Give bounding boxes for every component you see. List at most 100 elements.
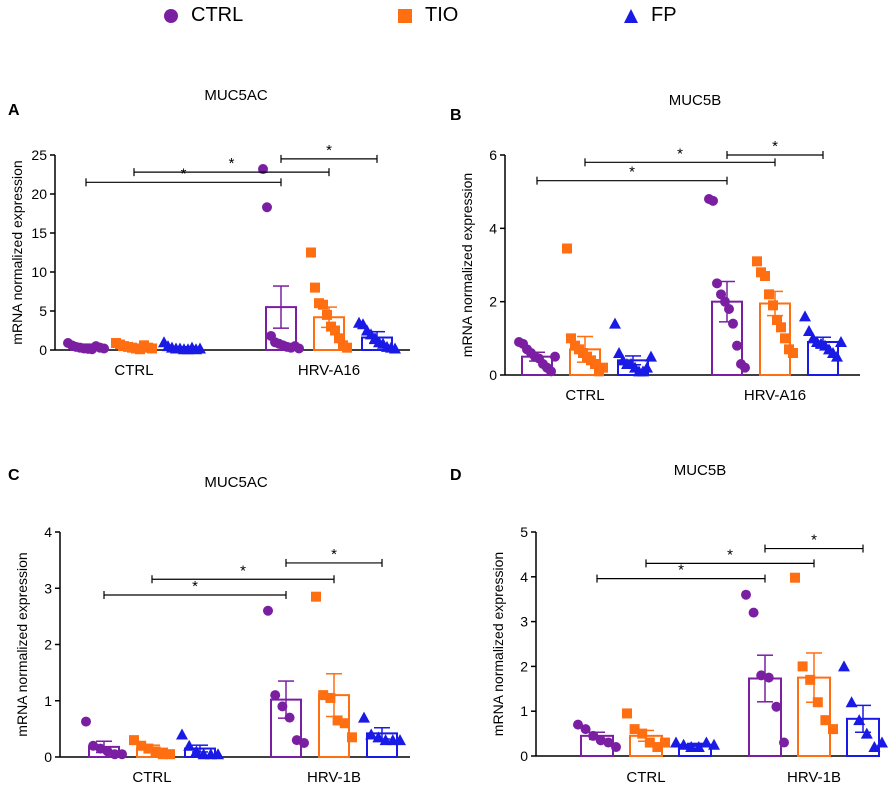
data-point <box>270 690 281 701</box>
data-point <box>838 660 850 672</box>
data-point <box>776 322 786 333</box>
data-point <box>190 745 203 757</box>
y-tick-label: 20 <box>31 186 47 202</box>
data-point <box>764 289 774 300</box>
legend-item-fp: FP <box>623 4 677 27</box>
data-point <box>812 697 823 708</box>
data-point <box>262 202 272 213</box>
significance-label: * <box>326 142 332 159</box>
chart-panel-b: B MUC5B mRNA normalized expression 0 2 4 6 CTRL… <box>450 92 860 404</box>
data-point <box>109 749 120 760</box>
data-point <box>692 741 705 753</box>
x-category-label: CTRL <box>565 387 604 404</box>
data-point <box>580 724 591 735</box>
data-point <box>183 739 196 751</box>
data-point <box>258 164 268 175</box>
data-point <box>284 712 295 723</box>
significance-label: * <box>772 138 778 155</box>
data-point <box>828 724 838 735</box>
data-point <box>622 708 632 719</box>
y-tick-label: 5 <box>520 524 528 540</box>
legend: CTRL TIO FP <box>0 0 896 34</box>
data-point <box>263 605 273 616</box>
chart-title: MUC5AC <box>204 474 268 491</box>
circle-icon <box>164 8 178 23</box>
significance-label: * <box>229 155 235 172</box>
panel-letter: B <box>450 107 462 124</box>
y-tick-label: 1 <box>520 703 528 719</box>
data-point <box>598 362 608 373</box>
data-point <box>277 701 288 712</box>
data-point <box>194 342 206 354</box>
y-tick-label: 0 <box>44 749 52 765</box>
data-point <box>779 737 789 748</box>
chart-panel-d: D MUC5B mRNA normalized expression 0 1 2 3 4 5 CT… <box>450 462 888 785</box>
data-point <box>573 719 583 730</box>
data-point <box>708 738 720 750</box>
data-point <box>306 247 316 258</box>
data-point <box>588 730 599 741</box>
data-point <box>771 701 782 712</box>
panel-letter: A <box>8 102 20 119</box>
data-point <box>685 741 698 753</box>
data-point <box>325 692 336 703</box>
data-point <box>546 366 556 377</box>
data-point <box>165 749 175 760</box>
y-tick-label: 10 <box>31 264 47 280</box>
data-point <box>81 716 91 727</box>
data-point <box>318 690 329 701</box>
data-point <box>700 736 713 748</box>
data-point <box>157 749 168 760</box>
data-point <box>394 734 406 746</box>
data-point <box>590 359 600 369</box>
data-point <box>820 715 831 726</box>
chart-title: MUC5B <box>674 462 727 479</box>
data-point <box>741 589 751 600</box>
significance-label: * <box>727 546 733 563</box>
data-point <box>562 243 572 254</box>
data-point <box>294 343 304 354</box>
legend-item-tio: TIO <box>397 4 458 27</box>
data-point <box>299 737 309 748</box>
data-point <box>763 672 774 683</box>
significance-label: * <box>331 546 337 563</box>
data-point <box>644 737 655 748</box>
x-category-label: HRV-1B <box>787 769 841 785</box>
data-point <box>143 743 154 754</box>
y-tick-label: 3 <box>44 580 52 596</box>
data-point <box>129 735 139 746</box>
chart-panel-a: A MUC5AC mRNA normalized expression 0 5 10 15 2… <box>8 87 410 379</box>
x-category-label: HRV-A16 <box>744 387 806 404</box>
data-point <box>566 333 576 344</box>
data-point <box>99 343 109 354</box>
data-point <box>677 738 690 750</box>
data-point <box>150 746 161 757</box>
data-point <box>788 348 798 358</box>
y-tick-label: 5 <box>39 303 47 319</box>
x-category-label: HRV-A16 <box>298 362 360 379</box>
legend-item-ctrl: CTRL <box>163 4 243 27</box>
data-point <box>637 728 648 739</box>
data-point <box>347 732 357 743</box>
panel-b: B MUC5B mRNA normalized expression 0 2 4 6 CTRL… <box>450 85 896 405</box>
data-point <box>797 661 808 672</box>
data-point <box>732 340 742 351</box>
data-point <box>652 742 663 753</box>
panel-letter: C <box>8 467 20 484</box>
data-point <box>611 742 621 753</box>
data-point <box>835 336 847 347</box>
x-category-label: CTRL <box>114 362 153 379</box>
data-point <box>339 718 350 729</box>
data-point <box>212 748 224 760</box>
x-category-label: CTRL <box>626 769 665 785</box>
significance-label: * <box>240 562 246 579</box>
chart-title: MUC5AC <box>204 87 268 104</box>
significance-label: * <box>192 578 198 595</box>
data-point <box>603 737 614 748</box>
data-point <box>805 674 816 685</box>
data-point <box>740 362 750 373</box>
data-point <box>330 325 340 336</box>
data-point <box>853 714 866 726</box>
data-point <box>868 741 881 753</box>
data-point <box>760 271 770 281</box>
